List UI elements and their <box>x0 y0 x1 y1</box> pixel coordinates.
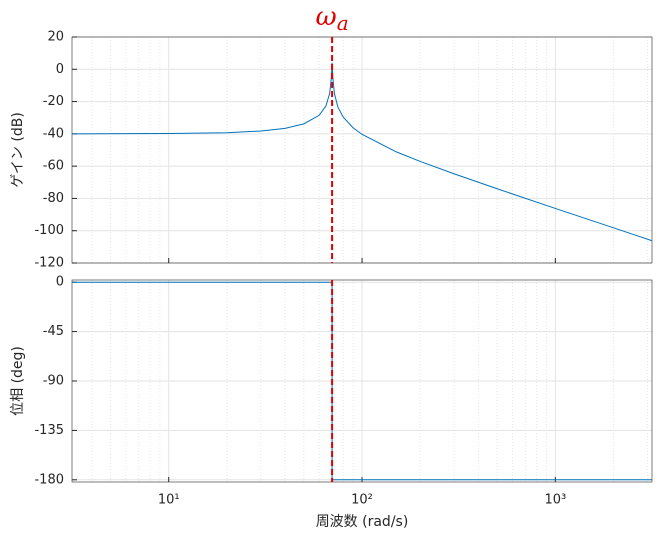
y-tick-label: -90 <box>43 374 64 389</box>
y-tick-label: -40 <box>43 126 64 141</box>
y-axis-label: ゲイン (dB) <box>10 112 26 188</box>
data-line <box>71 62 653 242</box>
x-tick-label: 10² <box>351 493 373 508</box>
y-tick-label: -180 <box>34 472 64 487</box>
y-tick-label: 20 <box>47 30 64 45</box>
axes-box <box>71 279 653 483</box>
marker-symbol: ω <box>316 2 337 32</box>
marker-label: ωa <box>316 2 349 35</box>
marker-subscript: a <box>337 11 349 35</box>
y-tick-label: -45 <box>43 324 64 339</box>
x-axis-label: 周波数 (rad/s) <box>316 514 409 530</box>
y-tick-label: 0 <box>56 275 64 290</box>
y-tick-label: -100 <box>34 223 64 238</box>
y-tick-label: -60 <box>43 159 64 174</box>
y-axis-label: 位相 (deg) <box>10 346 26 416</box>
y-tick-label: -20 <box>43 94 64 109</box>
y-tick-label: 0 <box>56 62 64 77</box>
axes-box <box>71 36 653 264</box>
y-tick-label: -80 <box>43 191 64 206</box>
x-tick-label: 10³ <box>544 493 566 508</box>
y-tick-label: -135 <box>34 423 64 438</box>
y-tick-label: -120 <box>34 256 64 271</box>
x-tick-label: 10¹ <box>158 493 180 508</box>
